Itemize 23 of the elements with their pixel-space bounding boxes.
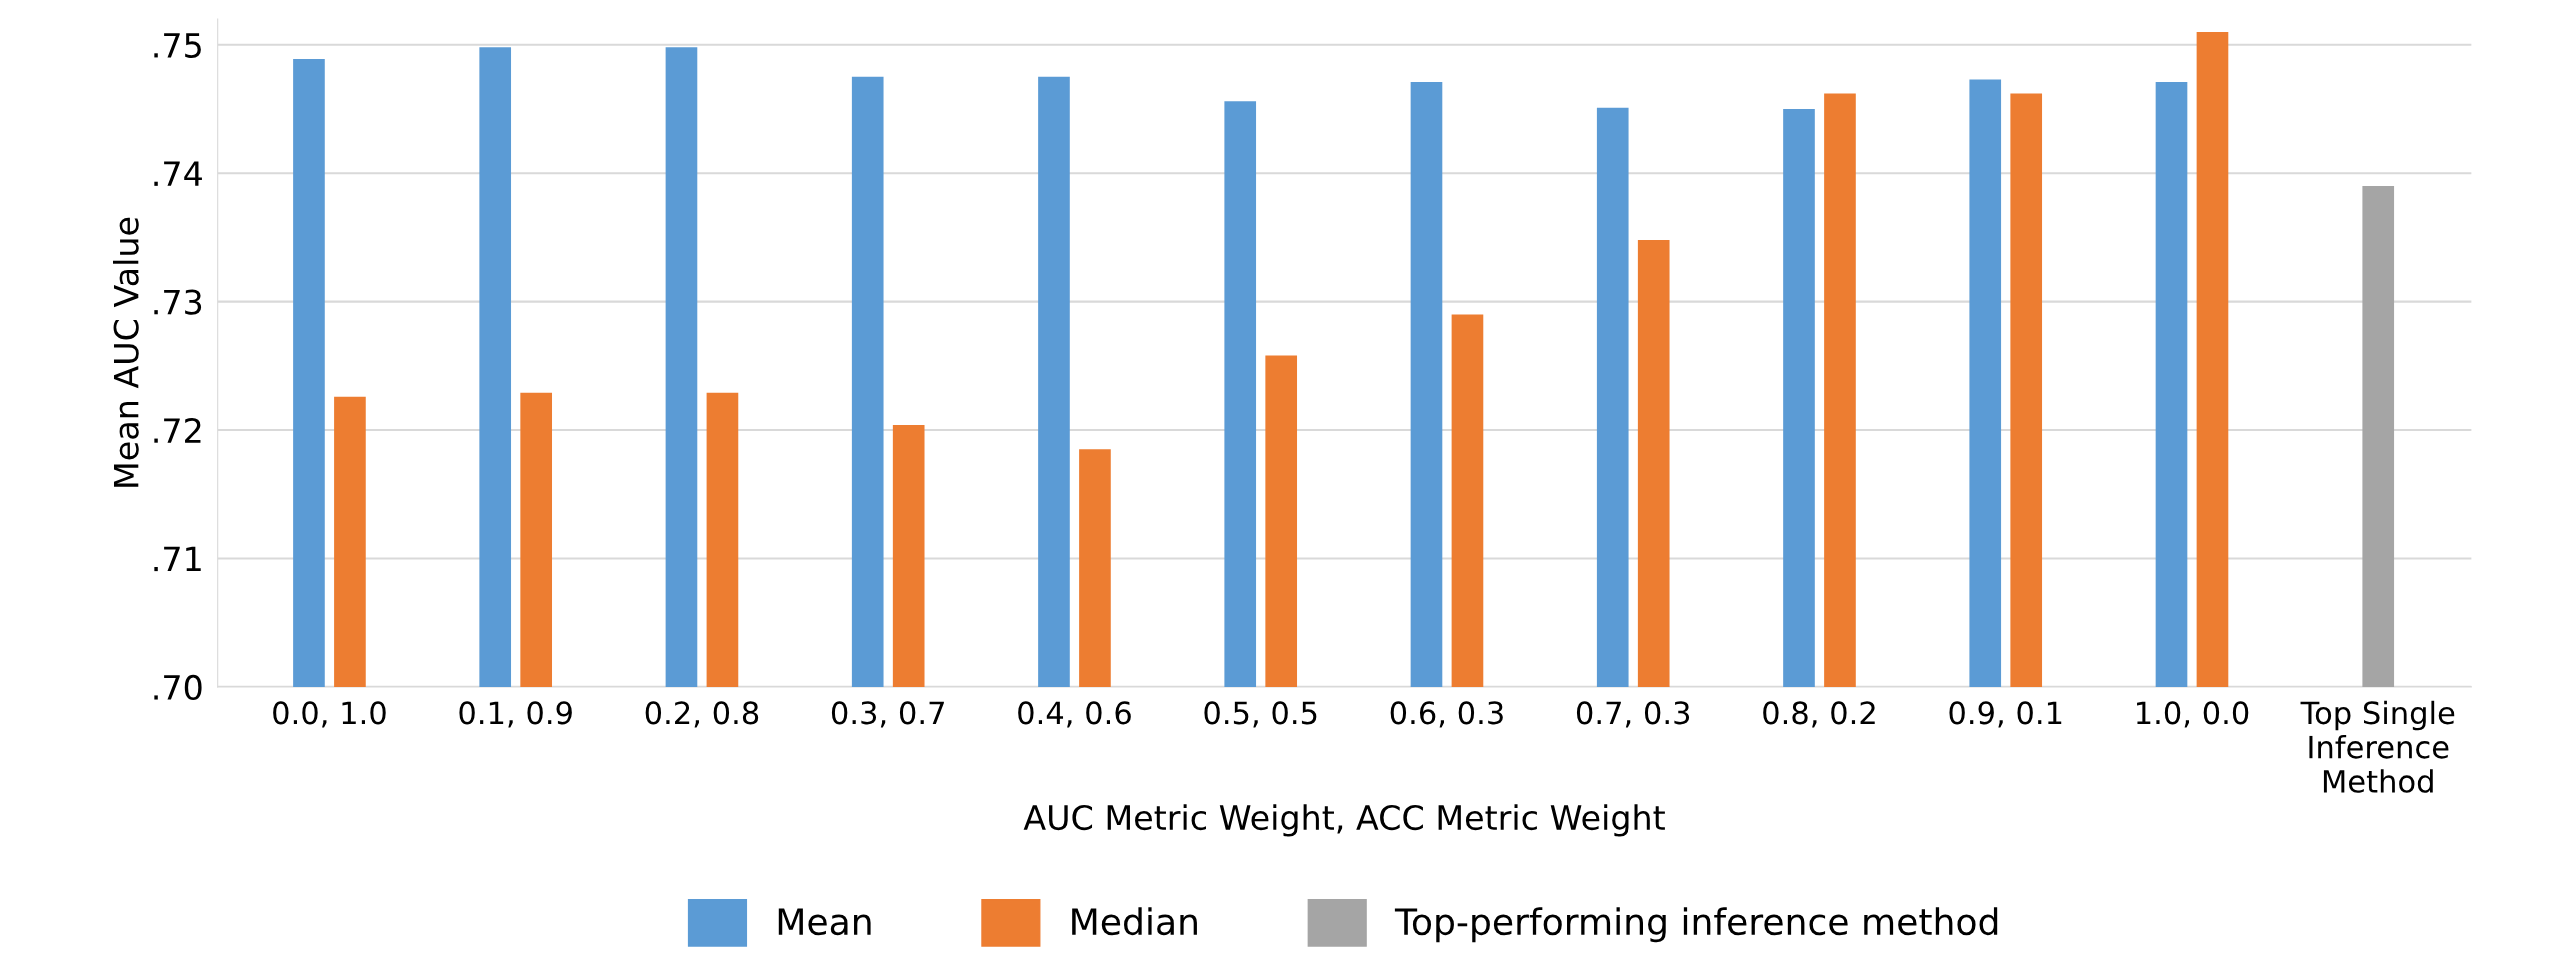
y-tick-label: .71 (154, 546, 201, 572)
x-tick-label: 0.9, 0.1 (1949, 701, 2062, 728)
x-tick-label: 0.1, 0.9 (459, 701, 572, 728)
x-tick-label: 0.4, 0.6 (1018, 701, 1131, 728)
y-tick-label: .75 (154, 33, 201, 58)
legend-label: Top-performing inference method (1394, 907, 1998, 943)
y-axis-title: Mean AUC Value (112, 217, 139, 487)
y-tick-label: .72 (154, 417, 201, 443)
y-tick-label: .73 (154, 289, 202, 315)
x-tick-label: 0.8, 0.2 (1763, 701, 1875, 728)
x-tick-label: 0.7, 0.3 (1576, 701, 1690, 728)
x-tick-label: 0.6, 0.3 (1390, 701, 1503, 728)
legend-label: Mean (778, 908, 871, 936)
y-tick-label: .74 (154, 161, 202, 186)
x-tick-label: 0.3, 0.7 (831, 701, 944, 728)
x-tick-label: 1.0, 0.0 (2137, 701, 2249, 728)
y-tick-label: .70 (154, 674, 202, 701)
x-tick-label: 0.2, 0.8 (645, 701, 759, 728)
x-axis-title: AUC Metric Weight, ACC Metric Weight (1023, 804, 1665, 837)
x-tick-label: 0.5, 0.5 (1204, 701, 1317, 728)
x-tick-label: Top Single Inference Method (2300, 700, 2455, 793)
legend-label: Median (1072, 907, 1197, 936)
x-tick-label: 0.0, 1.0 (273, 701, 386, 728)
